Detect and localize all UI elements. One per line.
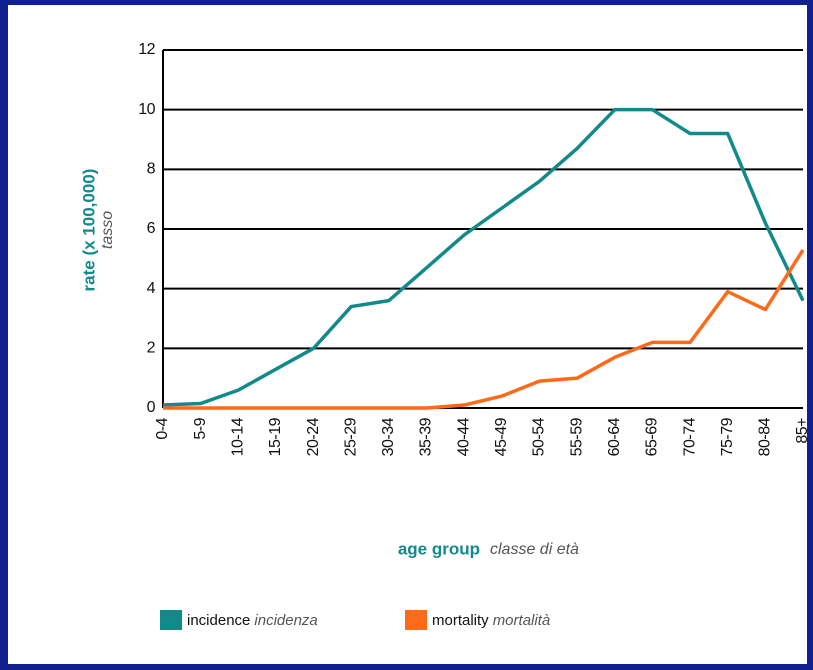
x-tick-label: 15-19 [267, 417, 284, 456]
x-tick-label: 10-14 [230, 417, 247, 456]
y-tick-label: 12 [138, 41, 155, 58]
legend-sublabel: incidenza [254, 612, 317, 629]
x-tick-label: 20-24 [305, 417, 322, 456]
series-line [162, 107, 805, 407]
y-axis-title: rate (x 100,000) [79, 169, 98, 292]
x-axis-title: age group [398, 539, 480, 558]
x-tick-label: 50-54 [531, 417, 548, 456]
x-tick-label: 35-39 [418, 417, 435, 456]
legend-swatch [405, 610, 427, 630]
x-tick-label: 65-69 [644, 417, 661, 456]
y-axis-subtitle: tasso [99, 211, 116, 249]
y-tick-label: 4 [147, 280, 156, 297]
legend-sublabel: mortalità [493, 612, 551, 629]
x-tick-label: 55-59 [568, 417, 585, 456]
legend-swatch [160, 610, 182, 630]
x-tick-label: 0-4 [154, 417, 171, 439]
y-tick-label: 8 [147, 161, 156, 178]
x-tick-label: 30-34 [380, 417, 397, 456]
x-tick-label: 25-29 [342, 417, 359, 456]
y-tick-label: 0 [147, 399, 156, 416]
x-tick-label: 70-74 [681, 417, 698, 456]
legend-label: mortality [432, 612, 489, 629]
x-tick-label: 85+ [794, 418, 811, 444]
panel [8, 5, 807, 664]
y-tick-label: 6 [147, 220, 156, 237]
x-tick-label: 80-84 [757, 417, 774, 456]
legend-label: incidence [187, 612, 250, 629]
x-tick-label: 75-79 [719, 417, 736, 456]
x-tick-label: 40-44 [455, 417, 472, 456]
x-tick-label: 60-64 [606, 417, 623, 456]
series-line [163, 248, 805, 410]
x-axis-subtitle: classe di età [490, 541, 579, 558]
x-tick-label: 45-49 [493, 417, 510, 456]
x-tick-label: 5-9 [192, 417, 209, 439]
y-tick-label: 10 [138, 101, 155, 118]
y-tick-label: 2 [147, 340, 156, 357]
